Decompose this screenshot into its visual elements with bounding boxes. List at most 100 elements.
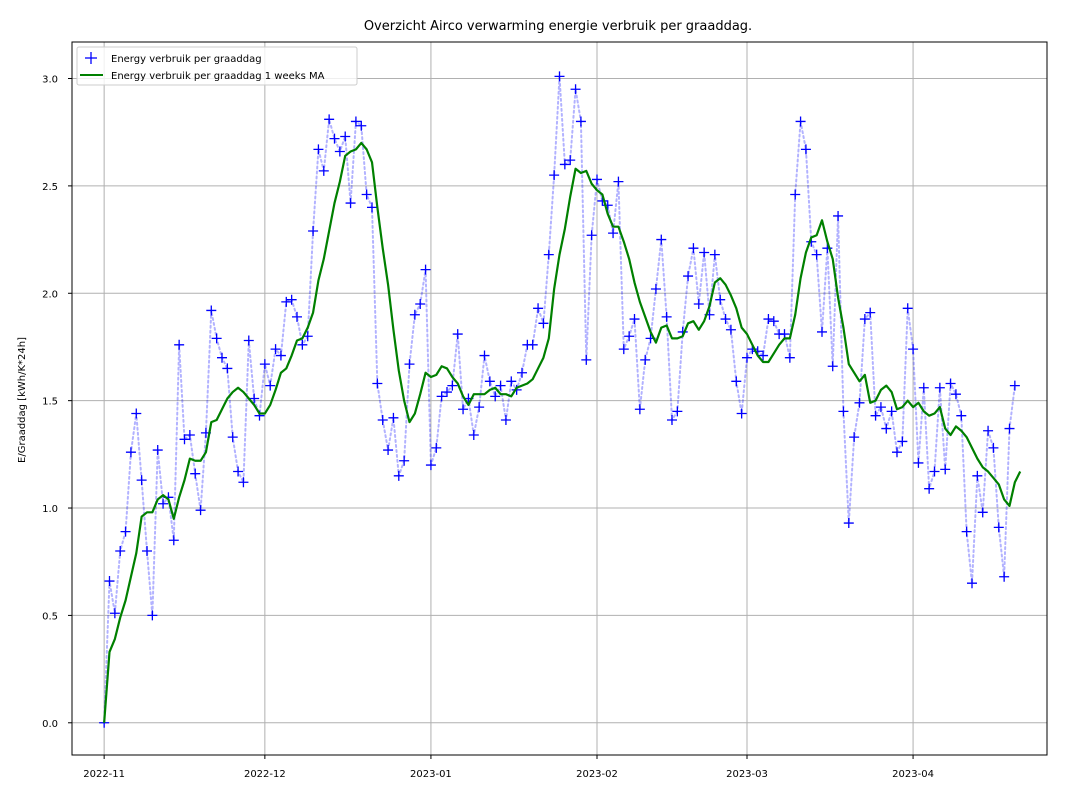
data-point-marker bbox=[934, 382, 945, 393]
data-point-marker bbox=[436, 391, 447, 402]
data-point-marker bbox=[367, 202, 377, 213]
data-point-marker bbox=[731, 376, 742, 387]
data-point-marker bbox=[329, 133, 340, 144]
data-point-marker bbox=[634, 404, 645, 415]
data-point-marker bbox=[120, 526, 131, 537]
data-point-marker bbox=[800, 144, 811, 155]
data-point-marker bbox=[142, 545, 152, 556]
x-tick-label: 2022-11 bbox=[83, 769, 125, 780]
data-point-marker bbox=[109, 608, 120, 619]
data-point-marker bbox=[125, 447, 136, 458]
data-point-marker bbox=[179, 434, 190, 445]
data-point-marker bbox=[586, 230, 597, 241]
data-point-marker bbox=[313, 144, 324, 155]
data-point-marker bbox=[999, 571, 1010, 582]
data-point-marker bbox=[640, 354, 651, 365]
data-point-marker bbox=[1004, 423, 1015, 434]
legend-entry-energy: Energy verbruik per graaddag bbox=[111, 54, 262, 65]
data-point-marker bbox=[554, 71, 565, 82]
data-point-marker bbox=[152, 445, 163, 456]
data-point-marker bbox=[661, 311, 672, 322]
data-point-marker bbox=[399, 455, 410, 466]
data-point-marker bbox=[361, 189, 372, 200]
data-point-marker bbox=[592, 174, 602, 185]
data-point-marker bbox=[608, 228, 619, 239]
plot-frame bbox=[71, 41, 1048, 756]
y-tick-label: 0.0 bbox=[42, 719, 58, 730]
data-point-marker bbox=[393, 470, 404, 481]
data-point-marker bbox=[902, 303, 913, 314]
data-point-marker bbox=[538, 318, 549, 329]
chart-title: Overzicht Airco verwarming energie verbr… bbox=[364, 19, 752, 34]
data-point-marker bbox=[929, 466, 940, 477]
x-axis: 2022-11 2022-12 2023-01 2023-02 2023-03 2023-… bbox=[83, 755, 934, 780]
data-point-marker bbox=[833, 210, 844, 221]
data-point-marker bbox=[618, 344, 629, 355]
data-point-marker bbox=[168, 535, 179, 546]
data-point-marker bbox=[709, 249, 720, 260]
data-point-marker bbox=[490, 391, 501, 402]
data-point-marker bbox=[249, 393, 260, 404]
data-point-marker bbox=[570, 84, 581, 95]
data-point-marker bbox=[565, 155, 576, 166]
data-point-marker bbox=[908, 344, 919, 355]
data-point-marker bbox=[913, 457, 924, 468]
y-tick-label: 2.0 bbox=[42, 289, 58, 300]
data-point-marker bbox=[924, 483, 935, 494]
legend-marker-plus-icon bbox=[85, 52, 97, 64]
data-point-marker bbox=[693, 299, 704, 310]
data-point-marker bbox=[238, 477, 249, 488]
data-point-marker bbox=[817, 326, 827, 337]
data-point-marker bbox=[174, 339, 185, 350]
data-point-marker bbox=[275, 350, 286, 361]
y-tick-label: 0.5 bbox=[42, 611, 58, 622]
data-point-marker bbox=[650, 283, 661, 294]
plot-area bbox=[99, 71, 1022, 728]
legend-box bbox=[76, 46, 358, 86]
data-point-marker bbox=[227, 432, 238, 443]
data-point-marker bbox=[243, 335, 254, 346]
data-point-marker bbox=[474, 402, 485, 413]
data-point-marker bbox=[656, 234, 667, 245]
data-point-marker bbox=[1009, 380, 1020, 391]
data-point-marker bbox=[795, 116, 806, 127]
data-point-marker bbox=[190, 468, 201, 479]
data-point-marker bbox=[420, 264, 431, 275]
data-point-marker bbox=[972, 470, 983, 481]
data-point-marker bbox=[356, 120, 367, 131]
data-point-marker bbox=[875, 402, 886, 413]
data-point-marker bbox=[442, 387, 452, 398]
data-point-marker bbox=[624, 331, 635, 342]
data-point-marker bbox=[865, 307, 876, 318]
data-point-marker bbox=[217, 352, 227, 363]
data-point-marker bbox=[259, 359, 270, 370]
data-point-marker bbox=[838, 406, 849, 417]
data-point-marker bbox=[233, 466, 244, 477]
data-point-marker bbox=[409, 309, 420, 320]
data-point-marker bbox=[377, 414, 388, 425]
data-point-marker bbox=[977, 507, 988, 518]
data-point-marker bbox=[725, 324, 736, 335]
data-point-marker bbox=[506, 376, 517, 387]
data-point-marker bbox=[699, 247, 710, 258]
data-point-marker bbox=[859, 314, 870, 325]
data-point-marker bbox=[967, 578, 977, 589]
x-tick-label: 2023-04 bbox=[892, 769, 934, 780]
data-point-marker bbox=[495, 380, 506, 391]
data-point-marker bbox=[940, 464, 951, 475]
data-point-marker bbox=[758, 350, 769, 361]
data-point-marker bbox=[158, 498, 169, 509]
data-point-marker bbox=[811, 249, 822, 260]
data-point-marker bbox=[431, 442, 442, 453]
y-tick-label: 2.5 bbox=[42, 182, 58, 193]
data-point-marker bbox=[629, 314, 640, 325]
data-point-marker bbox=[881, 423, 892, 434]
data-point-marker bbox=[849, 432, 860, 443]
data-point-marker bbox=[956, 410, 967, 421]
data-point-marker bbox=[575, 116, 586, 127]
data-point-marker bbox=[334, 146, 345, 157]
data-point-marker bbox=[667, 414, 677, 425]
data-point-marker bbox=[543, 249, 554, 260]
